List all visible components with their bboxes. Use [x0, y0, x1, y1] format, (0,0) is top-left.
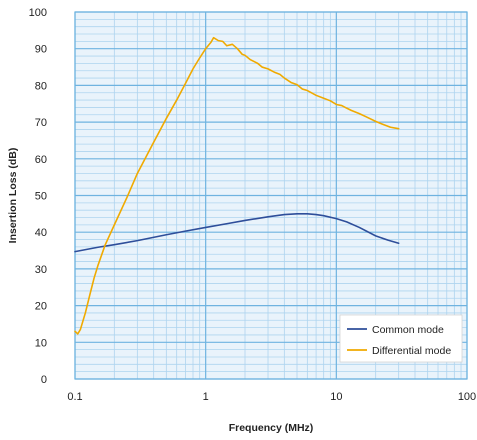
series-line-common-mode — [74, 213, 400, 253]
series-layer — [74, 36, 400, 335]
y-tick-label: 100 — [29, 7, 47, 19]
series-line-differential-mode — [74, 36, 400, 335]
x-axis-tick-labels: 0.1 1 10 100 — [67, 391, 476, 403]
y-tick-label: 0 — [41, 374, 47, 386]
x-tick-label: 1 — [203, 391, 209, 403]
y-tick-label: 70 — [35, 117, 47, 129]
x-axis-title: Frequency (MHz) — [229, 422, 314, 434]
legend-label-common-mode: Common mode — [372, 324, 444, 336]
legend-box — [339, 314, 463, 363]
y-axis-title: Insertion Loss (dB) — [7, 148, 19, 244]
y-axis-tick-labels: 0 10 20 30 40 50 60 70 80 90 100 — [29, 7, 47, 386]
legend: Common mode Differential mode — [339, 314, 463, 363]
y-tick-label: 20 — [35, 301, 47, 313]
y-tick-label: 10 — [35, 337, 47, 349]
y-tick-label: 40 — [35, 227, 47, 239]
y-tick-label: 80 — [35, 80, 47, 92]
x-tick-label: 10 — [330, 391, 342, 403]
major-gridlines — [74, 11, 468, 380]
legend-label-differential-mode: Differential mode — [372, 345, 451, 357]
x-tick-label: 100 — [458, 391, 476, 403]
y-tick-label: 90 — [35, 44, 47, 56]
y-tick-label: 30 — [35, 264, 47, 276]
y-tick-label: 50 — [35, 191, 47, 203]
x-tick-label: 0.1 — [67, 391, 82, 403]
y-tick-label: 60 — [35, 154, 47, 166]
plot-frame — [74, 11, 468, 380]
